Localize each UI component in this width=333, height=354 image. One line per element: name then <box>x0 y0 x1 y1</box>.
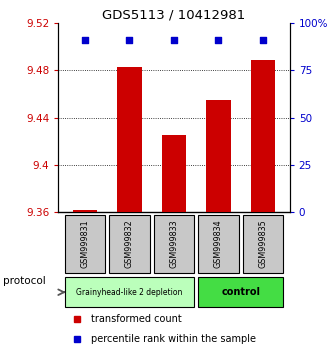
Text: Grainyhead-like 2 depletion: Grainyhead-like 2 depletion <box>76 288 183 297</box>
Bar <box>162 136 186 212</box>
Point <box>171 37 177 43</box>
Text: GSM999832: GSM999832 <box>125 219 134 268</box>
Bar <box>243 215 283 273</box>
Text: GSM999835: GSM999835 <box>258 219 267 268</box>
Bar <box>206 100 231 212</box>
Text: GSM999834: GSM999834 <box>214 219 223 268</box>
Text: protocol: protocol <box>3 276 46 286</box>
Bar <box>117 67 142 212</box>
Point <box>127 37 132 43</box>
Bar <box>154 215 194 273</box>
Bar <box>65 215 105 273</box>
Point <box>260 37 266 43</box>
Bar <box>73 210 97 212</box>
Text: control: control <box>221 287 260 297</box>
Bar <box>251 60 275 212</box>
Point <box>216 37 221 43</box>
Title: GDS5113 / 10412981: GDS5113 / 10412981 <box>102 9 246 22</box>
Bar <box>198 277 283 307</box>
Text: percentile rank within the sample: percentile rank within the sample <box>91 334 256 344</box>
Point <box>82 37 88 43</box>
Text: GSM999831: GSM999831 <box>81 219 90 268</box>
Bar <box>198 215 238 273</box>
Bar <box>110 215 150 273</box>
Text: transformed count: transformed count <box>91 314 181 324</box>
Text: GSM999833: GSM999833 <box>169 219 178 268</box>
Bar <box>65 277 194 307</box>
